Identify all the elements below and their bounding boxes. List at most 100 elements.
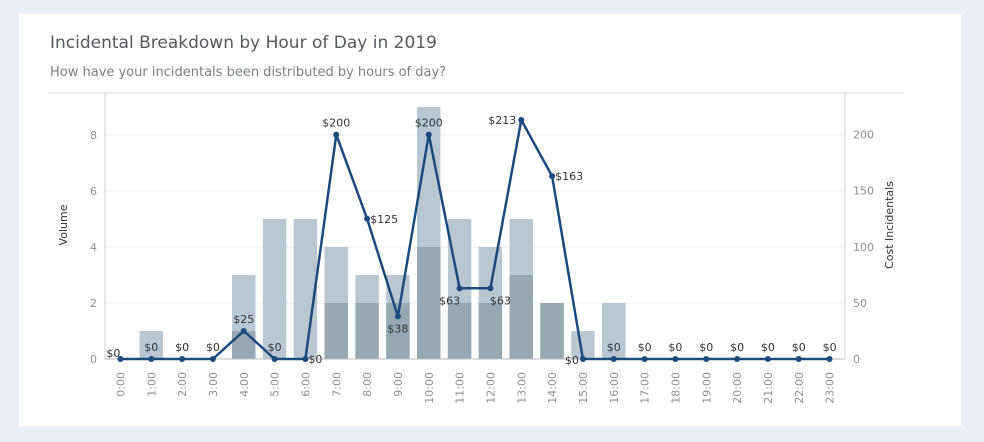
cost-point xyxy=(425,131,432,138)
x-tick: 12:00 xyxy=(484,372,497,404)
y-tick-right: 50 xyxy=(853,297,867,310)
chart-card: 0 2 4 6 8 0 50 100 150 200 0:00 1:00 2:00 3:00 4:00 5:0… xyxy=(19,14,961,426)
bar-total xyxy=(602,303,626,359)
cost-point xyxy=(795,356,802,362)
cost-point xyxy=(579,356,586,362)
x-tick: 20:00 xyxy=(731,372,744,404)
data-label: $0 xyxy=(792,341,806,354)
data-label: $0 xyxy=(175,341,189,354)
data-label: $213 xyxy=(488,114,516,127)
cost-point xyxy=(610,356,617,362)
cost-point xyxy=(394,313,401,320)
data-label: $0 xyxy=(268,341,282,354)
cost-point xyxy=(209,356,216,362)
data-label: $0 xyxy=(206,341,220,354)
bar-inner xyxy=(232,331,256,359)
cost-point xyxy=(487,285,494,292)
data-label: $0 xyxy=(730,341,744,354)
data-label: $0 xyxy=(106,347,120,360)
y-tick-right: 150 xyxy=(853,185,874,198)
x-tick: 22:00 xyxy=(793,372,806,404)
data-label: $0 xyxy=(308,353,322,366)
x-tick: 7:00 xyxy=(330,372,343,397)
data-label: $200 xyxy=(322,117,350,130)
cost-point xyxy=(764,356,771,362)
data-label: $0 xyxy=(144,341,158,354)
x-tick: 3:00 xyxy=(207,372,220,397)
data-label: $0 xyxy=(565,354,579,367)
cost-point xyxy=(333,131,340,138)
x-tick: 17:00 xyxy=(639,372,652,404)
x-tick: 10:00 xyxy=(423,372,436,404)
cost-point xyxy=(456,285,463,292)
chart-title: Incidental Breakdown by Hour of Day in 2… xyxy=(50,33,437,53)
bar-inner xyxy=(509,275,533,359)
bar-inner xyxy=(540,303,564,359)
y-axis-title-left: Volume xyxy=(57,204,70,245)
data-label: $0 xyxy=(607,341,621,354)
data-label: $0 xyxy=(699,341,713,354)
x-tick: 23:00 xyxy=(824,372,837,404)
data-label: $200 xyxy=(415,117,443,130)
data-label: $163 xyxy=(555,170,583,183)
bar-total xyxy=(571,331,595,359)
x-tick: 14:00 xyxy=(546,372,559,404)
data-label: $38 xyxy=(387,322,408,335)
x-tick: 21:00 xyxy=(762,372,775,404)
x-tick: 13:00 xyxy=(515,372,528,404)
cost-point xyxy=(117,356,124,362)
cost-point xyxy=(364,215,371,222)
y-tick-right: 0 xyxy=(853,353,860,366)
data-label: $0 xyxy=(638,341,652,354)
cost-point xyxy=(271,356,278,362)
bar-inner xyxy=(355,303,379,359)
cost-point xyxy=(734,356,741,362)
chart-subtitle: How have your incidentals been distribut… xyxy=(50,65,447,80)
x-tick: 16:00 xyxy=(608,372,621,404)
x-tick: 4:00 xyxy=(238,372,251,397)
y-tick-right: 200 xyxy=(853,129,874,142)
y-axis-title-right: Cost Incidentals xyxy=(883,181,896,269)
bar-inner xyxy=(447,303,472,359)
data-label: $0 xyxy=(761,341,775,354)
y-tick-left: 8 xyxy=(90,129,97,142)
cost-point xyxy=(148,356,155,362)
x-tick: 18:00 xyxy=(669,372,682,404)
data-label: $125 xyxy=(370,213,398,226)
x-tick: 5:00 xyxy=(269,372,282,397)
x-tick: 0:00 xyxy=(114,372,127,397)
cost-line xyxy=(120,118,830,361)
y-tick-right: 100 xyxy=(853,241,874,254)
data-label: $63 xyxy=(439,294,460,307)
x-tick: 2:00 xyxy=(176,372,189,397)
data-label: $25 xyxy=(233,313,254,326)
data-label: $63 xyxy=(490,294,511,307)
x-tick: 11:00 xyxy=(454,372,467,404)
cost-point xyxy=(549,173,556,180)
bar-total xyxy=(262,219,287,359)
y-tick-left: 4 xyxy=(90,241,97,254)
cost-point xyxy=(240,327,247,334)
bar-inner xyxy=(417,247,441,359)
bar-total xyxy=(293,219,318,359)
data-label: $0 xyxy=(668,341,682,354)
x-tick: 15:00 xyxy=(577,372,590,404)
cost-point xyxy=(672,356,679,362)
x-tick: 19:00 xyxy=(700,372,713,404)
cost-point xyxy=(641,356,648,362)
cost-point xyxy=(518,117,525,124)
y-tick-left: 2 xyxy=(90,297,97,310)
y-tick-left: 0 xyxy=(90,353,97,366)
x-tick: 8:00 xyxy=(361,372,374,397)
x-tick: 6:00 xyxy=(299,372,312,397)
cost-point xyxy=(826,356,833,362)
x-tick: 9:00 xyxy=(392,372,405,397)
cost-point xyxy=(302,356,309,362)
bar-inner xyxy=(324,303,348,359)
cost-point xyxy=(703,356,710,362)
y-tick-left: 6 xyxy=(90,185,97,198)
x-tick: 1:00 xyxy=(145,372,158,397)
bar-inner xyxy=(386,303,410,359)
cost-point xyxy=(179,356,186,362)
bar-inner xyxy=(478,303,503,359)
